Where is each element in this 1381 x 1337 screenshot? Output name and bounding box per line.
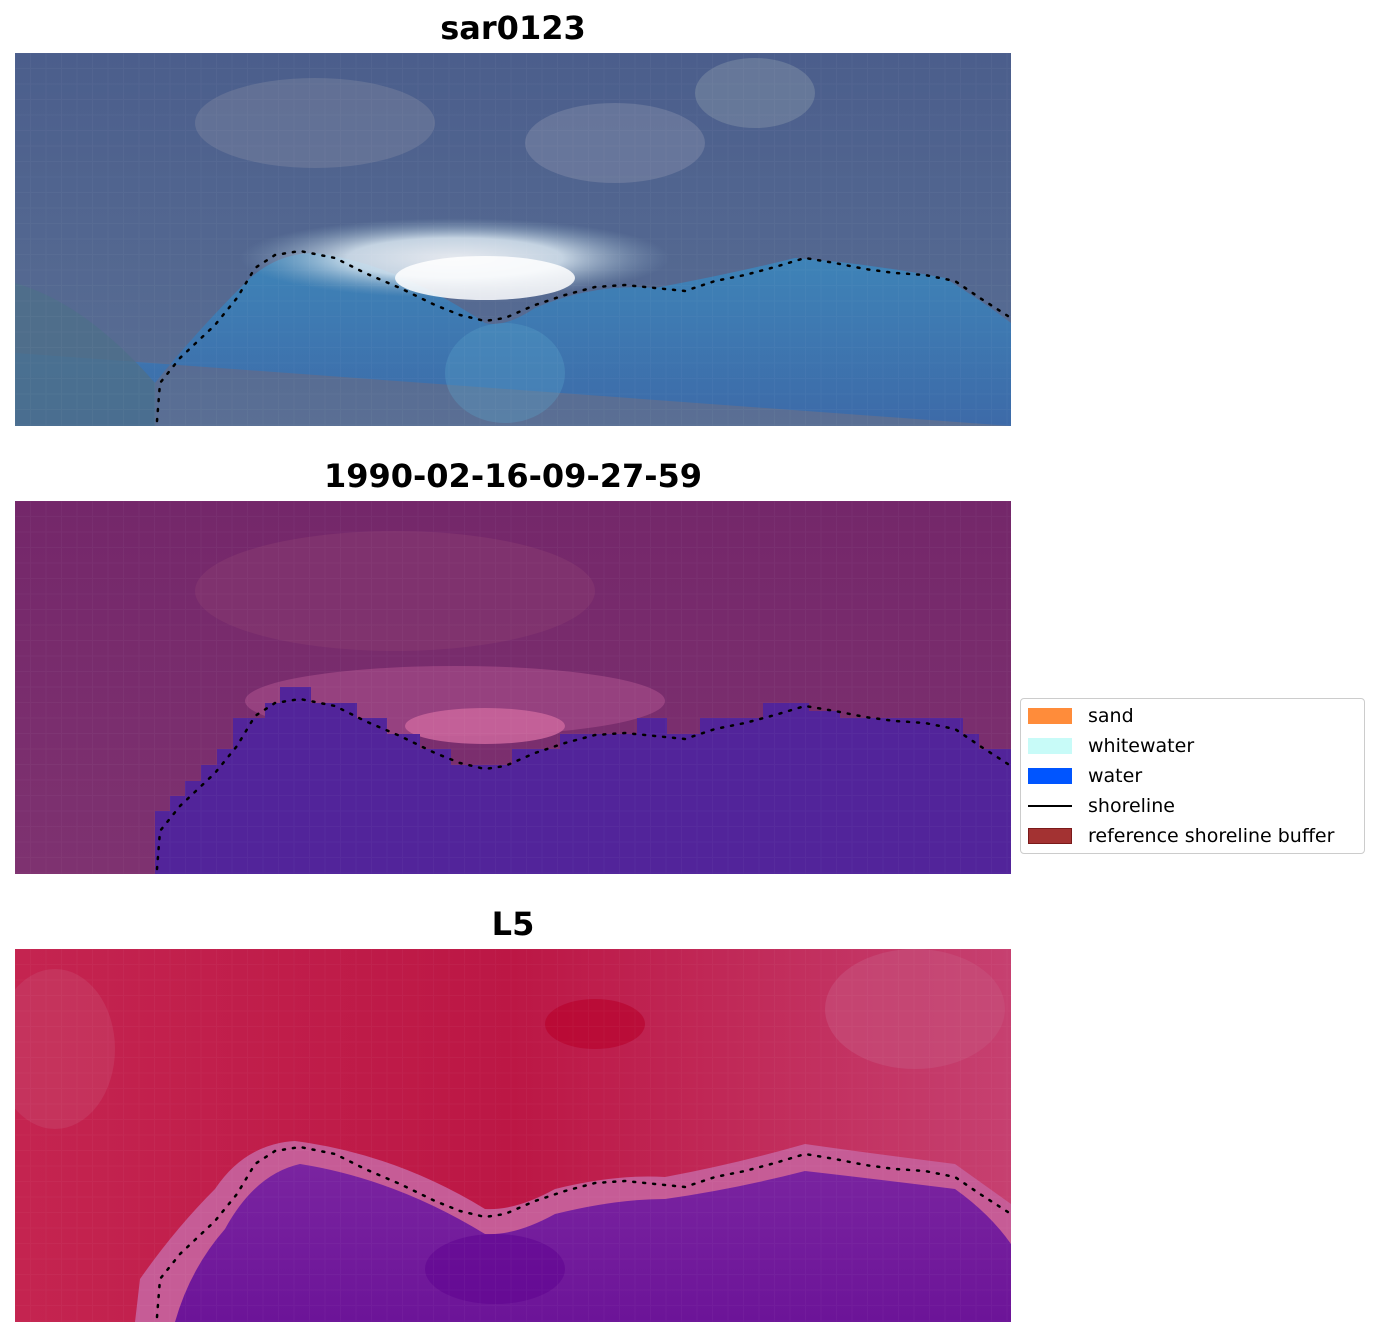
sand-swatch [1028,708,1072,724]
panel-title-sensor: L5 [491,905,535,943]
classified-image [15,501,1011,874]
sar-image [15,53,1011,426]
panel-title-sar: sar0123 [440,9,586,47]
legend-item-water: water [1028,764,1142,788]
shoreline-dotted [155,697,1011,871]
reference-buffer-swatch [1028,828,1072,844]
mndwi-image [15,949,1011,1322]
classified-image-panel [15,501,1011,874]
shoreline-dotted [155,249,1011,423]
mndwi-image-panel [15,949,1011,1322]
sar-image-panel [15,53,1011,426]
legend-item-reference-buffer: reference shoreline buffer [1028,824,1334,848]
legend-item-sand: sand [1028,704,1134,728]
legend-item-whitewater: whitewater [1028,734,1194,758]
shoreline-line-swatch [1028,805,1072,807]
legend-label-sand: sand [1088,705,1134,727]
legend-item-shoreline: shoreline [1028,794,1175,818]
legend-label-water: water [1088,765,1143,787]
shoreline-dotted [155,1145,1011,1319]
legend-label-shoreline: shoreline [1088,795,1175,817]
water-swatch [1028,768,1072,784]
legend-label-reference-buffer: reference shoreline buffer [1088,825,1335,847]
panel-title-date: 1990-02-16-09-27-59 [323,457,703,495]
legend: sand whitewater water shoreline referenc… [1020,698,1365,854]
legend-label-whitewater: whitewater [1088,735,1195,757]
whitewater-swatch [1028,738,1072,754]
